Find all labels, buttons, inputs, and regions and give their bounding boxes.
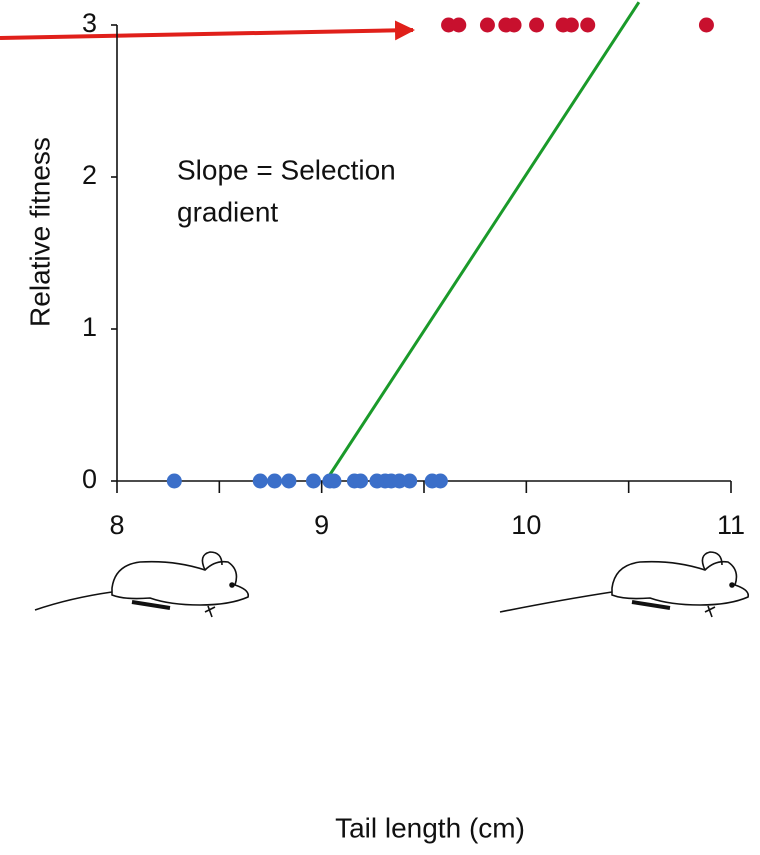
y-tick-label: 2 bbox=[82, 160, 97, 190]
point bbox=[353, 473, 369, 489]
y-tick-label: 3 bbox=[82, 8, 97, 38]
point bbox=[563, 17, 579, 33]
x-tick-label: 9 bbox=[314, 510, 329, 540]
annotation: Slope = Selection bbox=[177, 154, 396, 185]
y-tick-label: 0 bbox=[82, 464, 97, 494]
point bbox=[326, 473, 342, 489]
fit-line bbox=[324, 1, 641, 482]
point bbox=[305, 473, 321, 489]
pointer-arrow bbox=[0, 20, 415, 41]
mouse-icon-short bbox=[34, 551, 250, 618]
point bbox=[698, 17, 714, 33]
y-tick-label: 1 bbox=[82, 312, 97, 342]
point bbox=[479, 17, 495, 33]
point bbox=[529, 17, 545, 33]
point bbox=[451, 17, 467, 33]
point bbox=[506, 17, 522, 33]
point bbox=[252, 473, 268, 489]
point bbox=[580, 17, 596, 33]
y-axis-label: Relative fitness bbox=[24, 137, 55, 327]
x-tick-label: 8 bbox=[109, 510, 124, 540]
mouse-icon-long bbox=[499, 551, 750, 618]
point bbox=[432, 473, 448, 489]
point bbox=[166, 473, 182, 489]
point bbox=[402, 473, 418, 489]
annotation: gradient bbox=[177, 196, 278, 227]
x-axis-label: Tail length (cm) bbox=[335, 812, 525, 843]
x-tick-label: 11 bbox=[717, 510, 745, 540]
point bbox=[267, 473, 283, 489]
point bbox=[281, 473, 297, 489]
x-tick-label: 10 bbox=[511, 510, 541, 540]
